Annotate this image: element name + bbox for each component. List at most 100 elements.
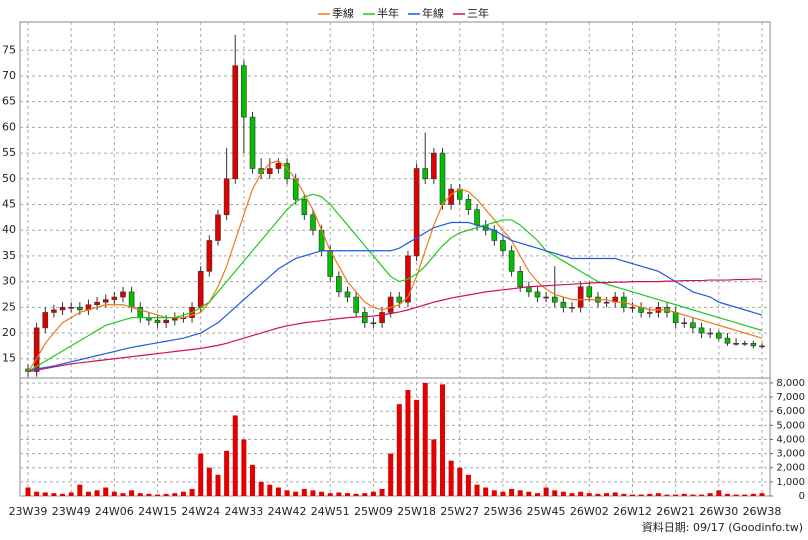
x-tick-label: 24W51 bbox=[311, 505, 350, 518]
volume-bar bbox=[465, 474, 471, 496]
candle-body bbox=[120, 291, 126, 298]
volume-bar bbox=[25, 487, 31, 496]
volume-bar bbox=[215, 474, 221, 496]
candle-body bbox=[551, 296, 558, 303]
volume-bar bbox=[42, 492, 48, 496]
volume-bar bbox=[180, 491, 186, 496]
volume-bar bbox=[742, 494, 748, 496]
volume-bar bbox=[310, 490, 316, 496]
volume-tick-label: 7,000 bbox=[776, 392, 805, 403]
volume-tick-label: 0 bbox=[799, 491, 805, 502]
candle-body bbox=[439, 152, 446, 205]
volume-bar bbox=[509, 488, 515, 496]
volume-bar bbox=[500, 491, 506, 496]
candle-body bbox=[508, 250, 515, 272]
candle-body bbox=[154, 319, 161, 324]
volume-bar bbox=[327, 493, 333, 496]
volume-bar bbox=[388, 453, 394, 496]
volume-bar bbox=[716, 490, 722, 496]
x-tick-label: 25W45 bbox=[527, 505, 566, 518]
volume-bar bbox=[647, 493, 653, 496]
volume-bar bbox=[189, 488, 195, 496]
volume-bar bbox=[129, 490, 135, 496]
volume-bar bbox=[629, 494, 635, 496]
y-tick-label: 65 bbox=[2, 95, 16, 108]
candle-body bbox=[68, 307, 74, 309]
volume-bar bbox=[345, 493, 351, 496]
y-tick-label: 70 bbox=[2, 69, 16, 82]
volume-bar bbox=[103, 487, 109, 496]
legend-label: 季線 bbox=[332, 6, 354, 20]
candle-body bbox=[361, 312, 368, 324]
x-tick-label: 25W18 bbox=[397, 505, 436, 518]
x-tick-label: 24W06 bbox=[95, 505, 134, 518]
volume-tick-label: 1,000 bbox=[776, 477, 805, 488]
candle-body bbox=[94, 301, 100, 306]
volume-bar bbox=[448, 460, 454, 496]
volume-bar bbox=[370, 491, 376, 496]
volume-bar bbox=[526, 491, 532, 496]
candle-body bbox=[569, 307, 575, 309]
candle-body bbox=[759, 345, 765, 348]
candle-body bbox=[33, 327, 40, 372]
moving-average-line bbox=[27, 193, 763, 373]
y-tick-label: 60 bbox=[2, 120, 16, 133]
candle-body bbox=[690, 322, 696, 329]
volume-bar bbox=[655, 493, 661, 496]
candle-body bbox=[422, 168, 429, 180]
candle-body bbox=[163, 319, 169, 324]
volume-bar bbox=[77, 484, 83, 496]
candle-body bbox=[586, 286, 593, 298]
volume-bar bbox=[604, 493, 610, 496]
volume-bar bbox=[275, 487, 281, 496]
volume-bar bbox=[457, 467, 463, 496]
volume-bar bbox=[163, 493, 169, 496]
candle-body bbox=[750, 342, 757, 347]
candle-body bbox=[223, 178, 230, 216]
candle-body bbox=[301, 199, 308, 216]
volume-bar bbox=[258, 481, 264, 496]
x-tick-label: 26W38 bbox=[743, 505, 782, 518]
moving-average-line bbox=[27, 278, 762, 373]
volume-bar bbox=[474, 484, 480, 496]
volume-bar bbox=[586, 493, 592, 496]
volume-bar bbox=[750, 493, 756, 496]
volume-bar bbox=[155, 494, 161, 496]
volume-bar bbox=[699, 494, 705, 496]
y-tick-label: 50 bbox=[2, 172, 16, 185]
candle-body bbox=[724, 337, 731, 344]
volume-bar bbox=[560, 491, 566, 496]
volume-bar bbox=[60, 493, 66, 496]
candle-body bbox=[396, 296, 403, 303]
moving-average-line bbox=[27, 160, 763, 372]
x-tick-label: 23W49 bbox=[52, 505, 91, 518]
volume-bar bbox=[362, 493, 368, 496]
volume-bar bbox=[284, 490, 290, 496]
volume-bar bbox=[612, 492, 618, 496]
volume-bar bbox=[534, 493, 540, 496]
candle-body bbox=[77, 307, 83, 311]
candle-body bbox=[741, 342, 748, 345]
volume-bar bbox=[111, 491, 117, 496]
x-tick-label: 24W42 bbox=[268, 505, 307, 518]
candle-body bbox=[431, 152, 437, 180]
volume-bar bbox=[578, 491, 584, 496]
candle-body bbox=[698, 327, 705, 334]
candle-body bbox=[543, 296, 549, 299]
volume-bar bbox=[51, 493, 57, 496]
x-tick-label: 24W33 bbox=[224, 505, 263, 518]
candle-body bbox=[387, 296, 394, 313]
candle-body bbox=[681, 322, 688, 325]
y-tick-label: 35 bbox=[2, 249, 16, 262]
volume-bar bbox=[172, 493, 178, 496]
volume-bar bbox=[405, 390, 411, 496]
volume-bar bbox=[543, 487, 549, 496]
y-tick-label: 25 bbox=[2, 300, 16, 313]
moving-average-line bbox=[27, 221, 763, 373]
candle-body bbox=[465, 199, 472, 210]
candle-body bbox=[42, 312, 49, 329]
volume-bar bbox=[232, 415, 238, 496]
candle-body bbox=[577, 286, 584, 308]
volume-bar bbox=[137, 493, 143, 496]
